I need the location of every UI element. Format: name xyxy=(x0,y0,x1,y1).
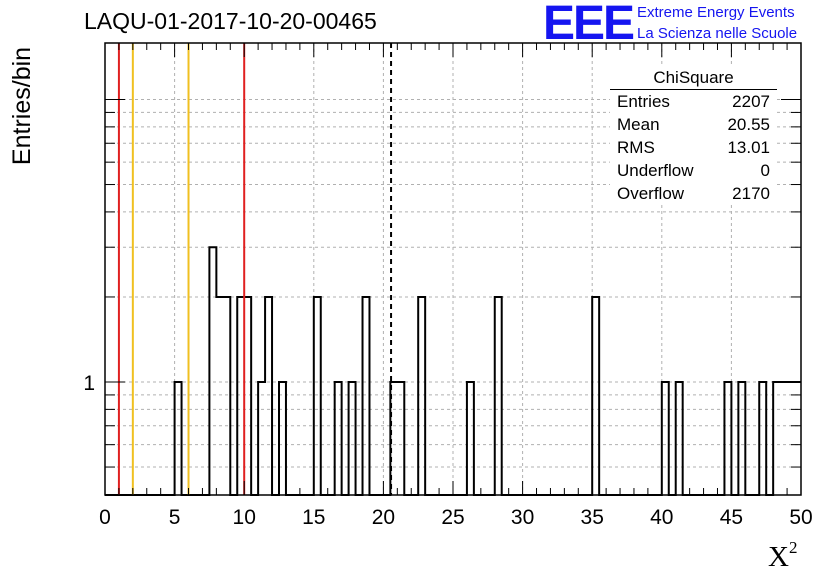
x-tick-label: 15 xyxy=(302,506,325,529)
histogram-bin xyxy=(258,382,265,495)
x-axis-label-superscript: 2 xyxy=(788,538,798,557)
x-axis-label-base: X xyxy=(768,541,789,573)
stats-value: 0 xyxy=(760,161,770,180)
y-axis-label: Entries/bin xyxy=(8,46,36,166)
stats-row-rms: RMS 13.01 xyxy=(610,136,777,159)
run-title: LAQU-01-2017-10-20-00465 xyxy=(84,8,377,34)
x-axis-label: X2 xyxy=(768,538,797,574)
brand-line-1: Extreme Energy Events xyxy=(637,4,795,21)
histogram-bin xyxy=(314,297,321,495)
histogram-bin xyxy=(223,297,230,495)
histogram-bin xyxy=(676,382,683,495)
stats-row-underflow: Underflow 0 xyxy=(610,159,777,182)
stats-label: Mean xyxy=(617,115,660,134)
stats-label: Overflow xyxy=(617,184,685,203)
histogram-bin xyxy=(279,382,286,495)
stats-title: ChiSquare xyxy=(610,66,777,90)
histogram-bin xyxy=(265,297,272,495)
x-tick-label: 5 xyxy=(169,506,181,529)
histogram-bin xyxy=(759,382,766,495)
x-tick-label: 20 xyxy=(372,506,395,529)
histogram-bin xyxy=(175,382,182,495)
brand-line-2: La Scienza nelle Scuole xyxy=(637,25,798,42)
x-tick-label: 40 xyxy=(650,506,673,529)
histogram-bin xyxy=(724,382,731,495)
y-tick-label: 1 xyxy=(83,372,95,395)
histogram-bin xyxy=(397,382,404,495)
x-tick-label: 30 xyxy=(511,506,534,529)
stats-label: RMS xyxy=(617,138,655,157)
histogram-bin xyxy=(237,297,244,495)
histogram-bin xyxy=(209,247,216,495)
stats-box: ChiSquare Entries 2207 Mean 20.55 RMS 13… xyxy=(610,66,777,205)
histogram-bin xyxy=(794,382,801,495)
x-tick-label: 35 xyxy=(581,506,604,529)
histogram-bin xyxy=(335,382,342,495)
stats-row-mean: Mean 20.55 xyxy=(610,113,777,136)
histogram-bin xyxy=(738,382,745,495)
stats-value: 2207 xyxy=(732,92,770,111)
histogram-bin xyxy=(662,382,669,495)
histogram-bin xyxy=(418,297,425,495)
eee-logo: EEE xyxy=(543,0,635,50)
stats-row-overflow: Overflow 2170 xyxy=(610,182,777,205)
stats-value: 13.01 xyxy=(727,138,770,157)
stats-row-entries: Entries 2207 xyxy=(610,90,777,113)
x-tick-label: 25 xyxy=(441,506,464,529)
x-tick-label: 50 xyxy=(789,506,812,529)
histogram-bin xyxy=(216,297,223,495)
x-tick-label: 10 xyxy=(233,506,256,529)
stats-label: Underflow xyxy=(617,161,694,180)
histogram-bin xyxy=(780,382,787,495)
histogram-bin xyxy=(349,382,356,495)
stats-label: Entries xyxy=(617,92,670,111)
histogram-bin xyxy=(592,297,599,495)
histogram-bin xyxy=(773,382,780,495)
x-tick-label: 45 xyxy=(720,506,743,529)
histogram-bin xyxy=(244,297,251,495)
histogram-bin xyxy=(787,382,794,495)
stats-value: 20.55 xyxy=(727,115,770,134)
histogram-bin xyxy=(363,297,370,495)
histogram-bin xyxy=(495,297,502,495)
stats-value: 2170 xyxy=(732,184,770,203)
x-tick-label: 0 xyxy=(99,506,111,529)
histogram-bin xyxy=(467,382,474,495)
